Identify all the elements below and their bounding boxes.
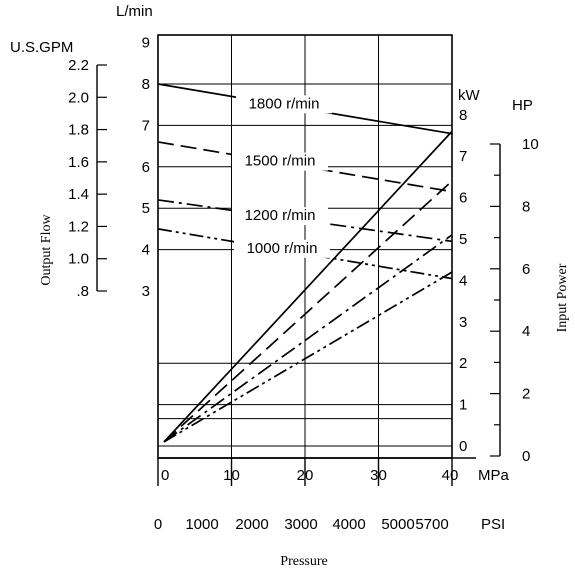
flow-tick-label: 3 [142,283,150,300]
power-line [163,180,453,443]
gpm-tick-label: 1.8 [68,122,89,139]
kw-unit-label: kW [458,87,481,104]
series-label-bg [236,95,332,114]
gpm-tick-label: 1.0 [68,251,89,268]
series-label-bg [232,207,328,226]
x-tick-label-psi: 0 [154,516,162,533]
power-line [163,130,453,443]
kw-tick-label: 1 [459,397,467,414]
x-tick-label-psi: 4000 [332,516,365,533]
series-label: 1200 r/min [245,207,316,224]
kw-tick-label: 8 [459,107,467,124]
kw-tick-label: 6 [459,190,467,207]
gpm-tick-label: 2.2 [68,57,89,74]
hp-tick-label: 6 [522,261,530,278]
kw-tick-label: 2 [459,355,467,372]
psi-unit-label: PSI [481,516,505,533]
kw-tick-label: 0 [459,438,467,455]
input-power-axis-title: Input Power [555,263,570,332]
x-tick-label-mpa: 0 [161,467,169,484]
x-tick-label-psi: 1000 [185,516,218,533]
x-tick-label-mpa: 40 [442,467,459,484]
output-flow-axis-title: Output Flow [39,214,54,286]
flow-tick-label: 8 [142,76,150,93]
kw-tick-label: 4 [459,272,467,289]
kw-tick-label: 3 [459,314,467,331]
x-tick-label-psi: 5000 [381,516,414,533]
gridlines [96,34,501,486]
series-labels: 1800 r/min 1500 r/min 1200 r/min 1000 r/min [232,95,332,258]
gpm-tick-label: 2.0 [68,89,89,106]
x-tick-label-psi: 3000 [284,516,317,533]
hp-tick-label: 0 [522,448,530,465]
flow-tick-label: 4 [142,242,150,259]
hp-tick-label: 2 [522,386,530,403]
flow-unit-label: L/min [116,3,153,20]
gpm-unit-label: U.S.GPM [10,39,73,56]
power-line [163,234,453,443]
gpm-tick-label: 1.4 [68,186,89,203]
series-label: 1800 r/min [249,95,320,112]
x-tick-label-mpa: 30 [370,467,387,484]
flow-tick-label: 9 [142,35,150,52]
pressure-axis-title: Pressure [280,554,327,569]
mpa-unit-label: MPa [478,467,510,484]
x-tick-label-psi: 5700 [415,516,448,533]
kw-tick-label: 7 [459,148,467,165]
series-label-bg [234,239,330,258]
power-line [163,271,453,443]
hp-tick-label: 8 [522,198,530,215]
flow-tick-label: 6 [142,159,150,176]
x-tick-label-psi: 2000 [235,516,268,533]
series-label: 1000 r/min [247,240,318,257]
flow-tick-label: 7 [142,117,150,134]
x-tick-label-mpa: 20 [297,467,314,484]
series-label-bg [232,152,328,171]
x-tick-label-mpa: 10 [223,467,240,484]
gpm-tick-label: 1.2 [68,218,89,235]
gpm-tick-label: 1.6 [68,154,89,171]
hp-tick-label: 10 [522,136,539,153]
tick-labels: 0 10 20 30 400 1000 2000 3000 4000 5000 5700345678… [68,35,539,533]
kw-tick-label: 5 [459,231,467,248]
flow-tick-label: 5 [142,200,150,217]
hp-tick-label: 4 [522,323,530,340]
gpm-tick-label: .8 [76,283,89,300]
series-label: 1500 r/min [245,153,316,170]
hp-unit-label: HP [512,97,533,114]
